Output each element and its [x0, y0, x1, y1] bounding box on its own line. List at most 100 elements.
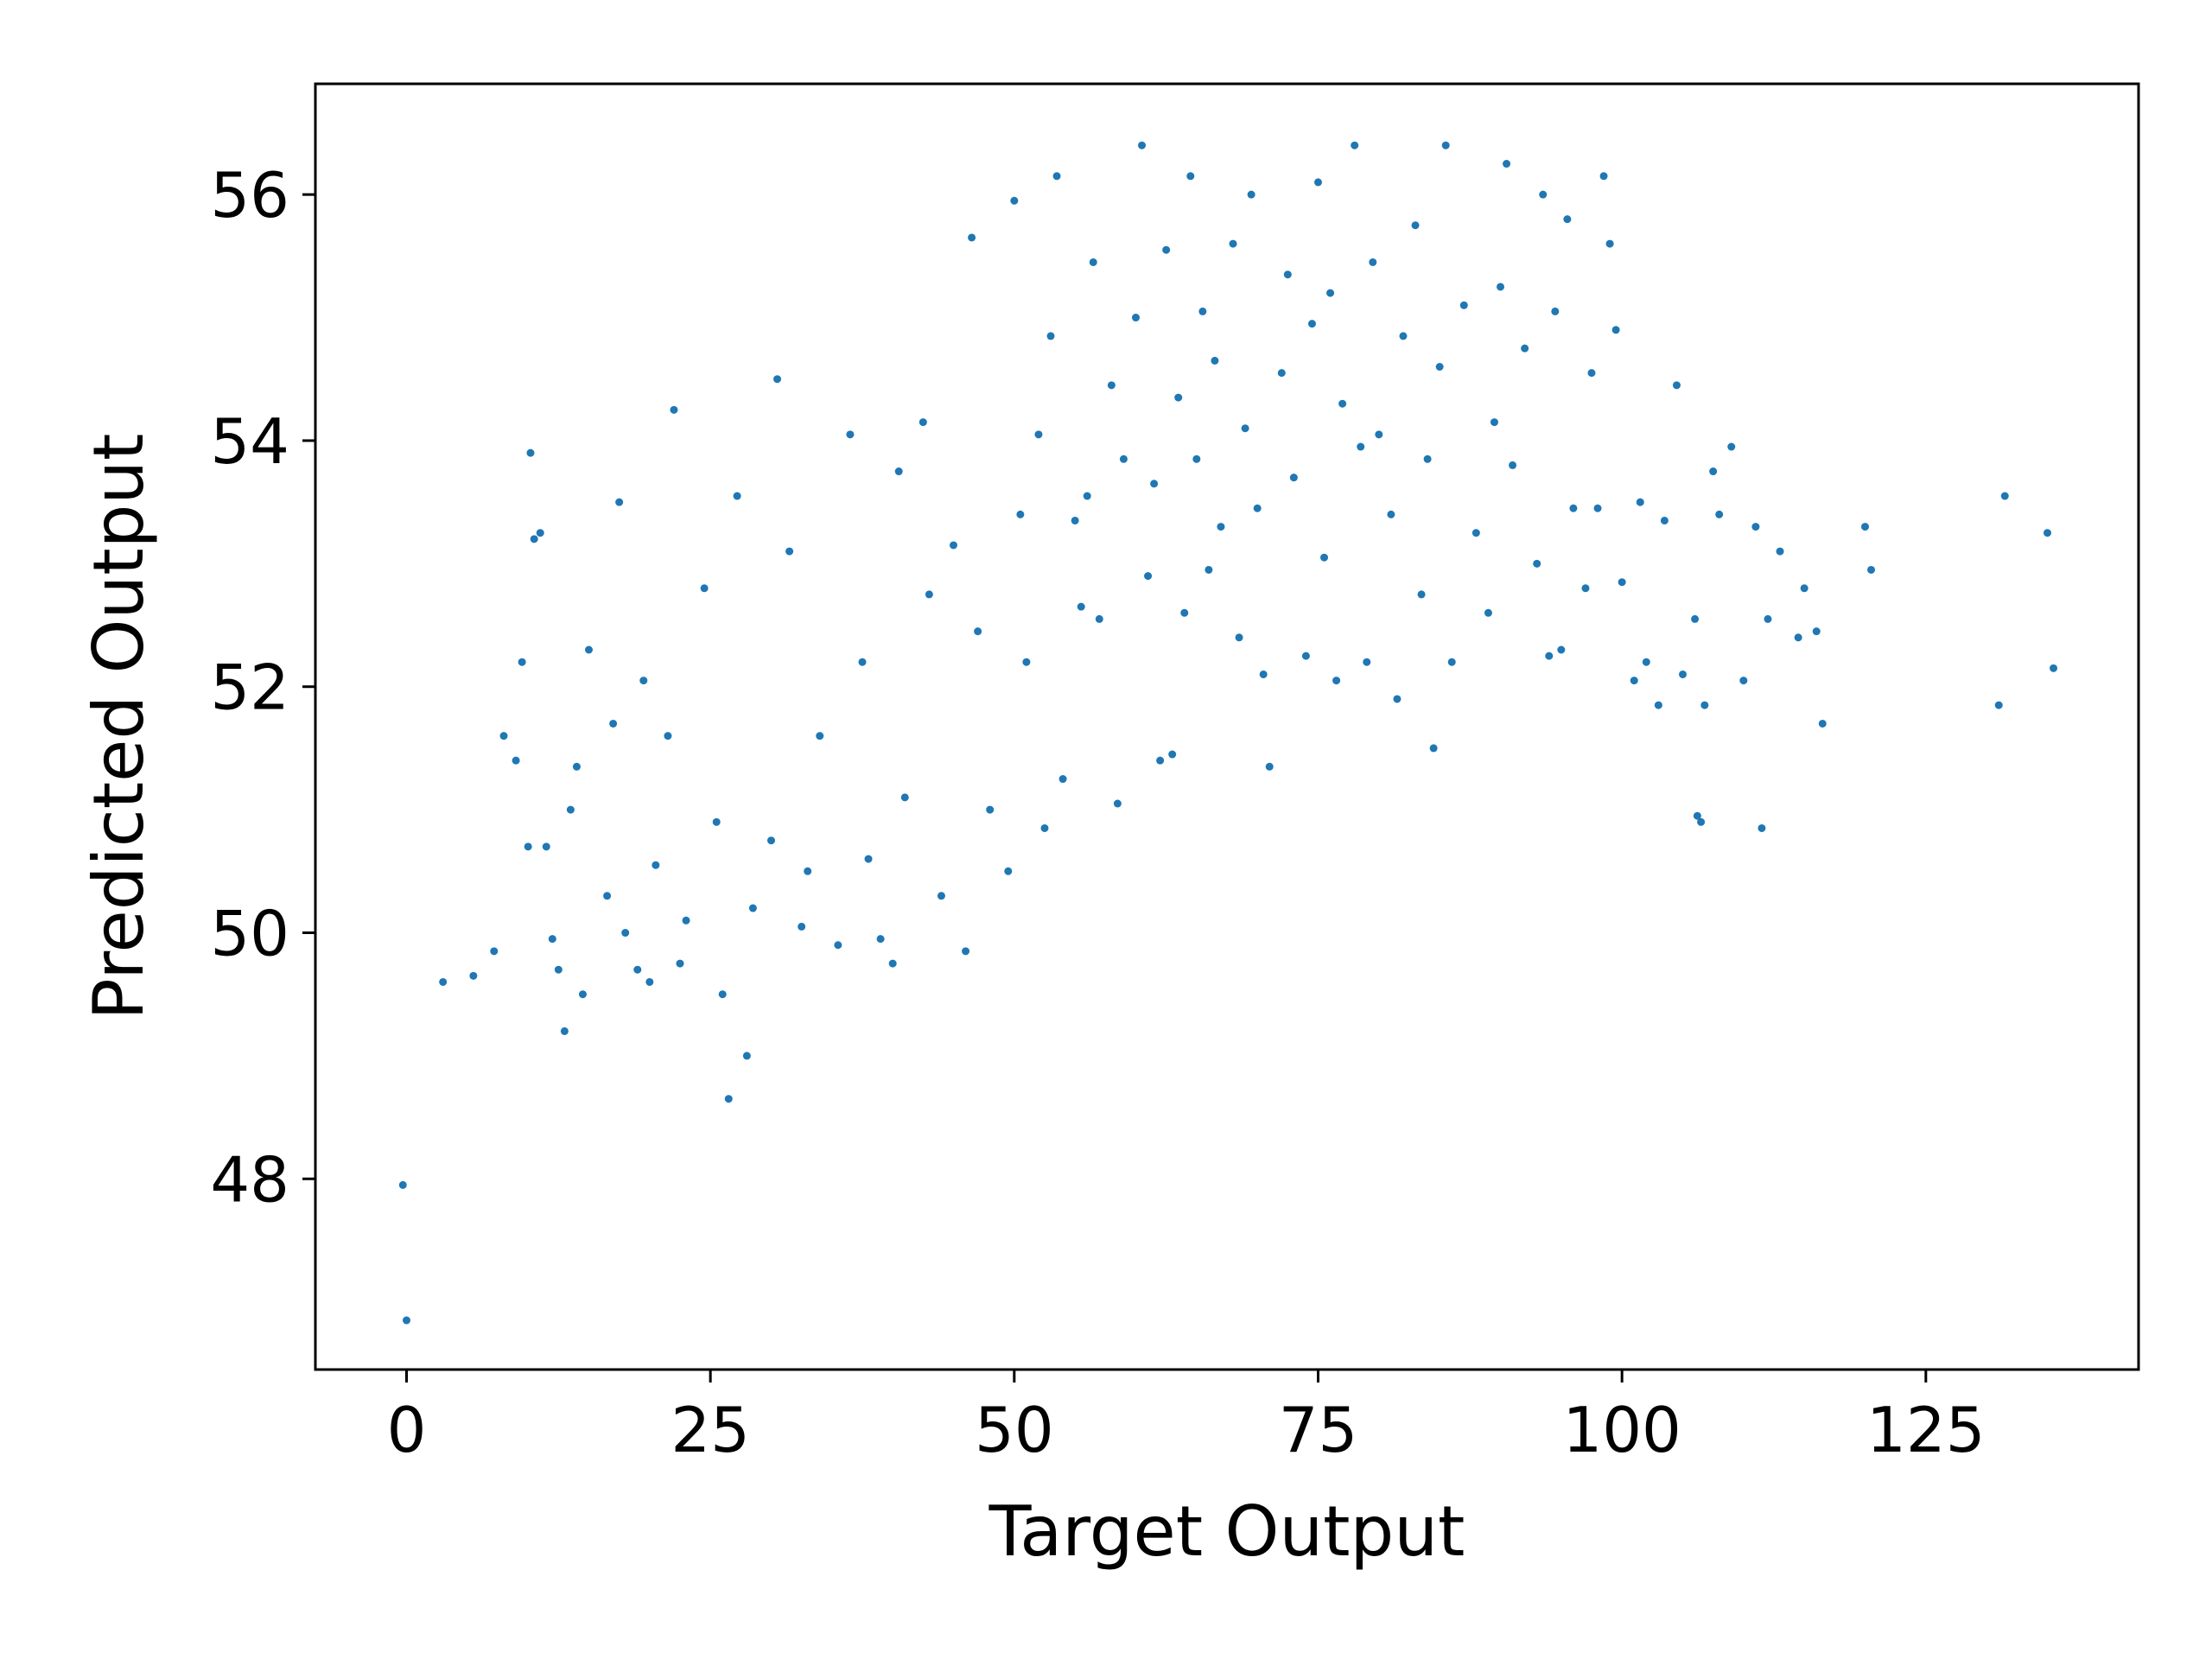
data-point: [499, 732, 508, 741]
data-point: [1034, 430, 1043, 439]
data-point: [1587, 369, 1596, 378]
data-point: [1046, 332, 1055, 340]
data-point: [1800, 584, 1808, 593]
x-tick-label: 75: [1279, 1394, 1358, 1466]
data-point: [536, 529, 544, 537]
data-point: [1700, 701, 1709, 709]
data-point: [1776, 547, 1784, 556]
data-point: [733, 492, 741, 500]
data-point: [645, 977, 654, 986]
data-point: [1599, 172, 1608, 181]
data-point: [888, 959, 897, 968]
data-point: [403, 1316, 410, 1325]
data-point: [578, 990, 587, 999]
data-point: [1301, 652, 1310, 660]
data-point: [1611, 326, 1620, 334]
x-tick-label: 0: [387, 1394, 427, 1466]
y-tick-label: 48: [210, 1143, 289, 1216]
data-point: [1593, 504, 1602, 512]
data-point: [1551, 307, 1560, 315]
data-point: [1077, 602, 1085, 611]
data-point: [1503, 160, 1511, 168]
data-point: [858, 658, 867, 666]
data-point: [664, 732, 672, 741]
data-point: [1490, 418, 1498, 427]
data-point: [968, 233, 976, 242]
data-point: [1399, 332, 1408, 340]
data-point: [724, 1095, 733, 1103]
data-point: [398, 1180, 407, 1189]
y-tick-label: 52: [210, 652, 289, 724]
data-point: [1277, 369, 1286, 378]
data-point: [876, 935, 885, 944]
data-point: [1338, 399, 1347, 408]
data-point: [1697, 817, 1706, 826]
data-point: [1411, 221, 1420, 230]
data-point: [1083, 492, 1091, 500]
data-point: [1326, 289, 1335, 297]
data-point: [1180, 608, 1189, 617]
data-point: [1459, 301, 1468, 309]
data-point: [1016, 510, 1025, 518]
data-point: [1132, 314, 1140, 322]
data-point: [1156, 756, 1165, 765]
data-point: [1509, 461, 1517, 469]
y-axis-ticks: 48 50 52 54 56: [210, 159, 315, 1216]
data-point: [767, 836, 775, 845]
data-point: [1387, 510, 1395, 518]
data-point: [1679, 670, 1687, 678]
data-point: [1794, 633, 1802, 642]
data-point: [1691, 614, 1700, 623]
data-point: [2000, 492, 2009, 500]
data-point: [1569, 504, 1578, 512]
data-point: [518, 658, 526, 666]
data-point: [925, 590, 933, 599]
data-point: [718, 990, 727, 999]
data-point: [1332, 677, 1341, 685]
data-point: [962, 947, 970, 956]
data-point: [609, 719, 618, 728]
data-point: [1058, 775, 1067, 784]
data-point: [615, 498, 624, 506]
data-point: [804, 867, 812, 875]
data-point: [530, 535, 538, 543]
data-point: [1162, 245, 1171, 254]
data-point: [1435, 363, 1444, 372]
data-point: [1471, 529, 1480, 537]
data-point: [1241, 424, 1249, 433]
data-point: [548, 935, 556, 944]
data-point: [1247, 190, 1255, 199]
data-point: [676, 959, 684, 968]
data-point: [1818, 719, 1827, 728]
data-point: [566, 805, 575, 814]
data-point: [1581, 584, 1590, 593]
data-point: [603, 892, 612, 900]
data-point: [1217, 523, 1225, 531]
x-tick-label: 50: [975, 1394, 1054, 1466]
data-point: [1138, 141, 1147, 149]
data-point: [1521, 344, 1529, 353]
data-point: [469, 971, 478, 980]
data-point: [1533, 559, 1541, 568]
data-point: [1107, 381, 1116, 390]
data-point: [1672, 381, 1681, 390]
x-axis-ticks: 0 25 50 75 100 125: [387, 1370, 1986, 1466]
data-point: [1618, 578, 1626, 587]
data-point: [1259, 670, 1268, 678]
data-point: [1758, 823, 1766, 832]
data-point: [937, 892, 945, 900]
data-point: [1283, 270, 1292, 279]
data-point: [2050, 664, 2058, 672]
data-point: [1229, 239, 1237, 248]
data-point: [439, 977, 448, 986]
data-point: [1417, 590, 1426, 599]
data-point: [1351, 141, 1359, 149]
data-point: [1357, 442, 1365, 451]
data-point: [864, 855, 873, 863]
data-point: [1040, 823, 1049, 832]
data-point: [1429, 744, 1438, 753]
data-point: [1539, 190, 1548, 199]
data-point: [1994, 701, 2003, 709]
data-point: [712, 817, 721, 826]
data-point: [748, 904, 757, 912]
